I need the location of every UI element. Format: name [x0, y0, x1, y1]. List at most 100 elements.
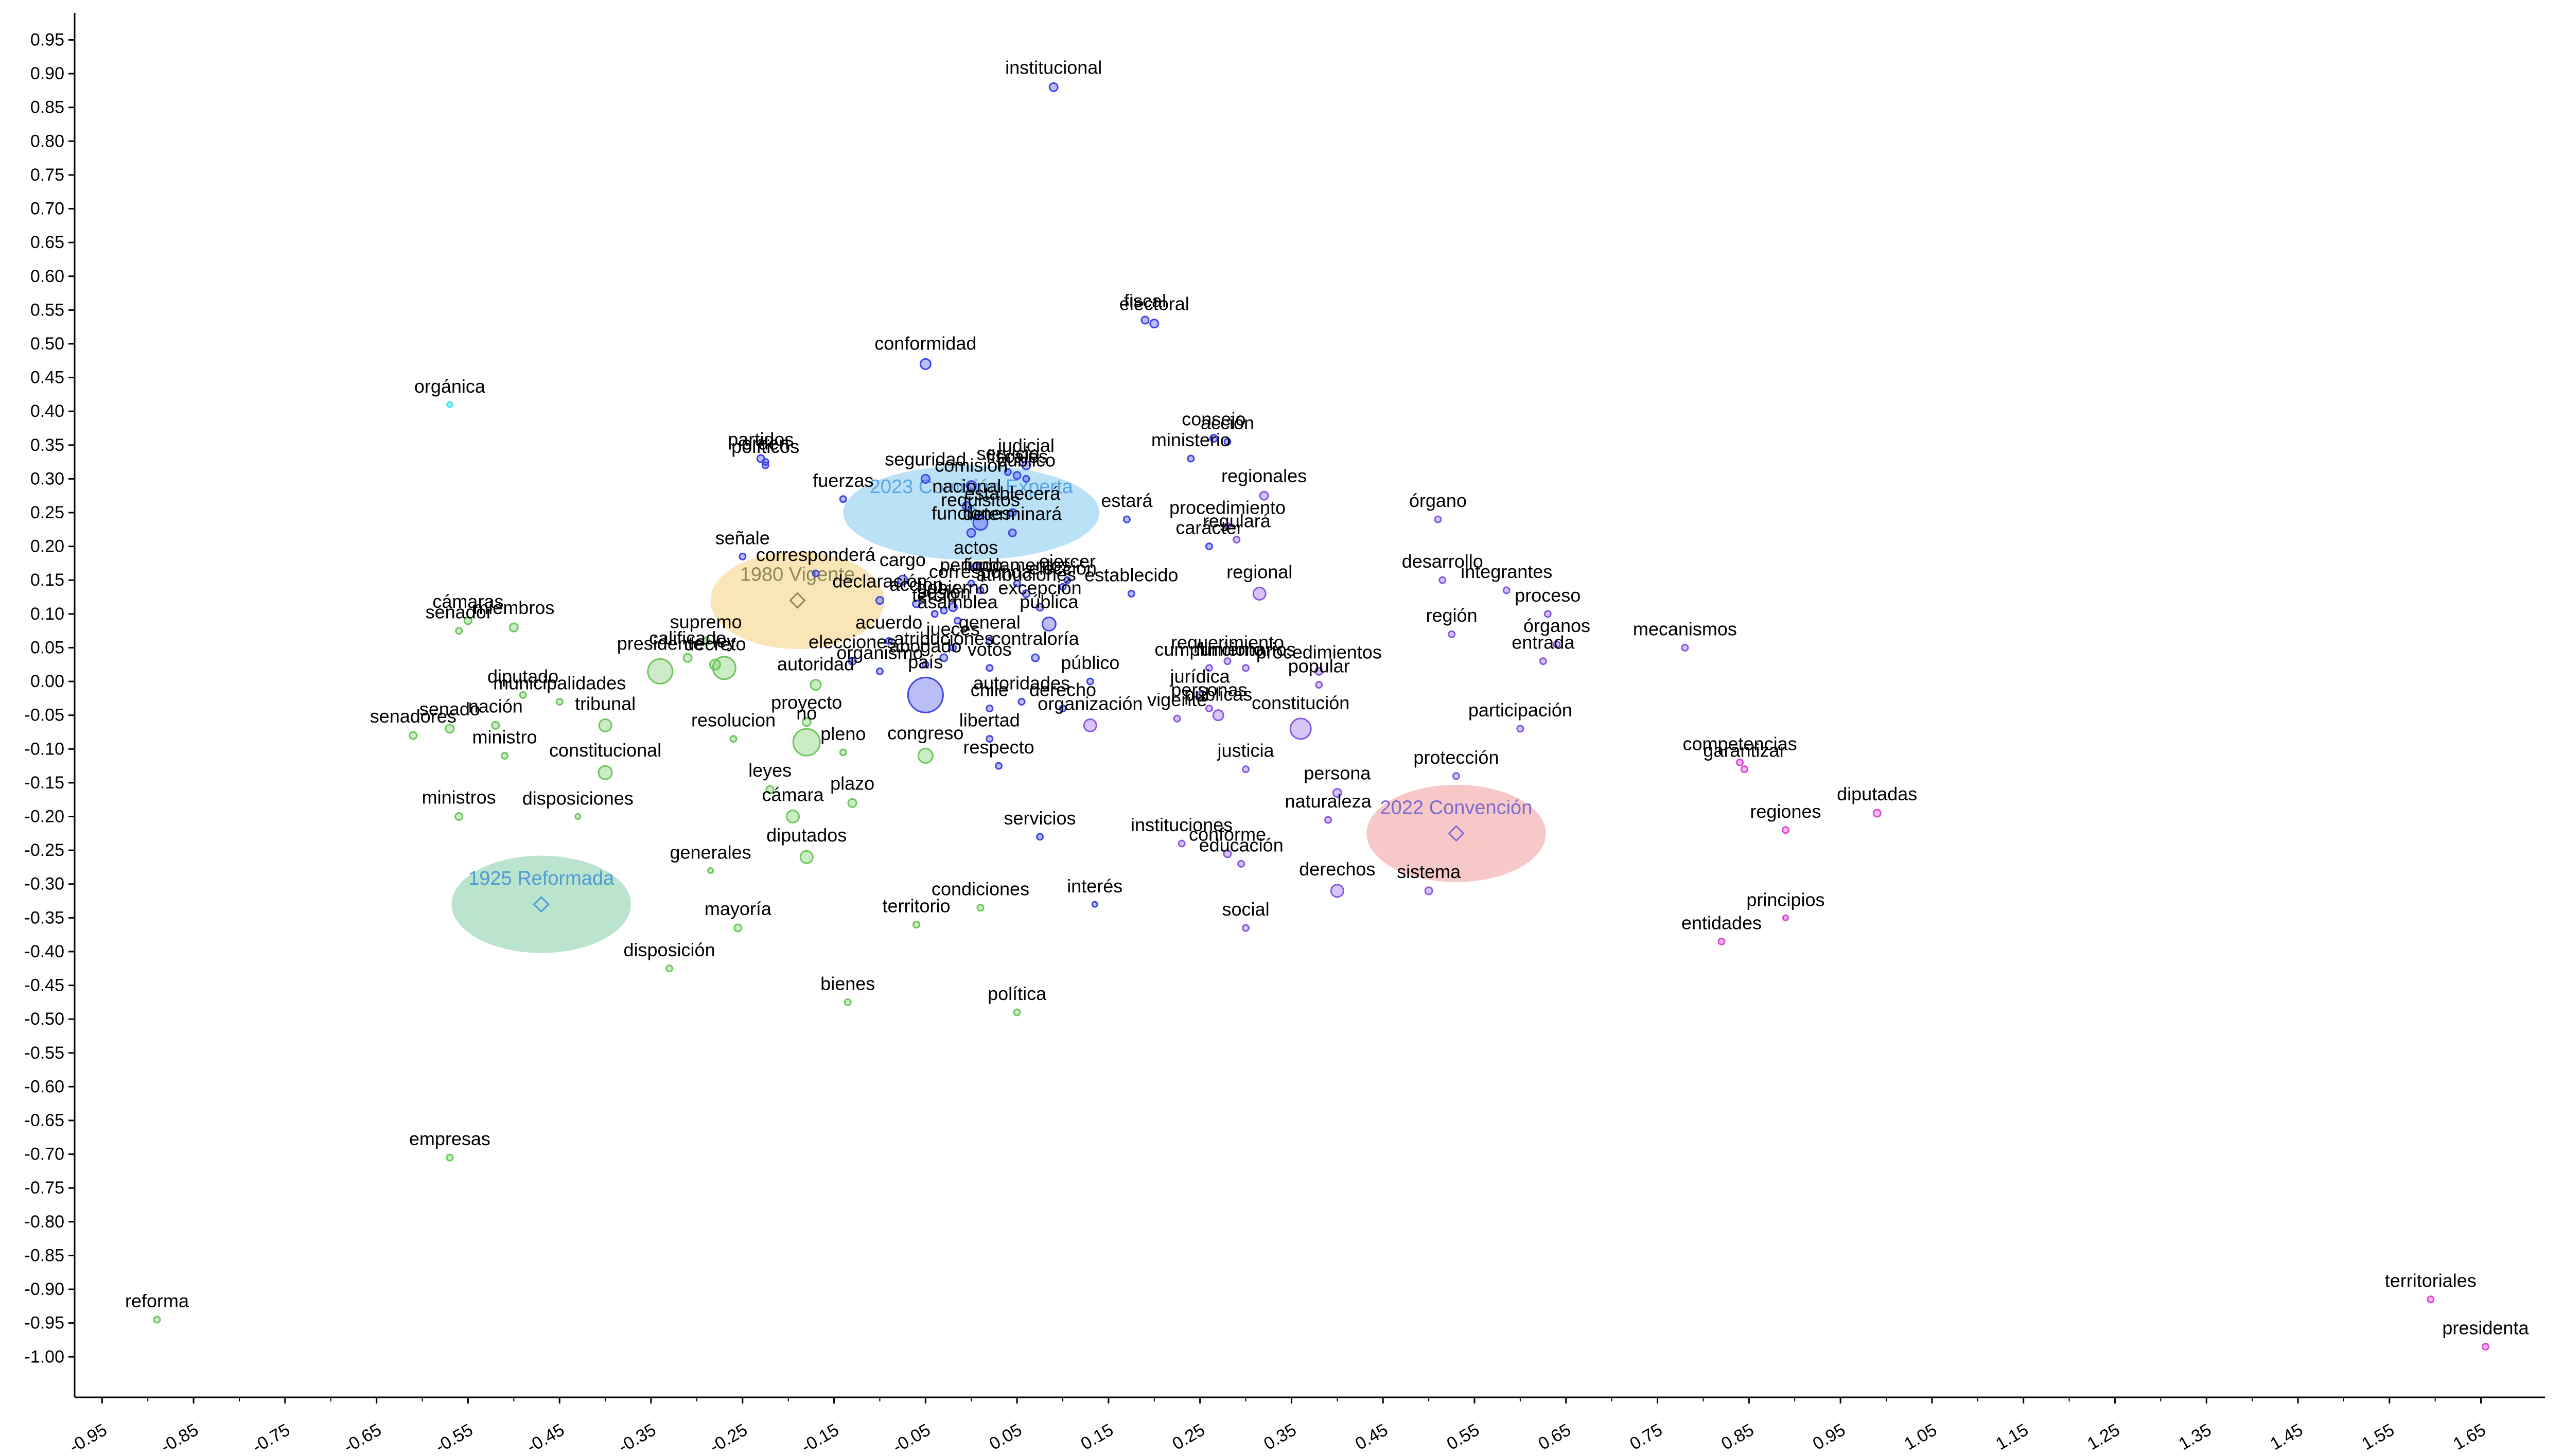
x-tick-label: -0.65: [341, 1420, 385, 1453]
group-centroid-marker: [1448, 825, 1465, 842]
point-label: conforme: [1189, 824, 1266, 845]
data-point: [917, 747, 934, 764]
group-centroid-marker: [533, 896, 550, 913]
data-point: [1781, 826, 1789, 834]
point-label: participación: [1468, 699, 1572, 721]
y-tick-label: -0.10: [25, 739, 65, 759]
point-label: corresponda: [929, 561, 1032, 582]
y-tick-label: -0.05: [25, 706, 65, 725]
group-label: 1925 Reformada: [468, 868, 615, 889]
point-label: nacional: [932, 476, 1001, 497]
point-label: fundamentos: [963, 554, 1070, 575]
data-point: [949, 643, 957, 652]
data-point: [491, 721, 500, 730]
point-label: institucional: [1005, 57, 1102, 78]
point-label: política: [988, 983, 1047, 1004]
x-tick-label: 0.45: [1352, 1420, 1391, 1453]
point-label: señale: [715, 527, 770, 548]
data-point: [995, 762, 1003, 770]
point-label: país: [908, 651, 943, 672]
point-label: declaración: [832, 571, 927, 592]
point-label: actos: [954, 537, 998, 558]
point-label: conformidad: [874, 332, 976, 354]
data-point: [1736, 759, 1744, 767]
point-label: público: [1061, 652, 1119, 673]
data-point: [2427, 1295, 2435, 1304]
x-tick-label: 0.05: [986, 1420, 1025, 1453]
y-tick-label: -0.60: [25, 1077, 65, 1096]
data-point: [839, 495, 847, 503]
point-label: disposiciones: [522, 788, 634, 809]
y-tick-label: -0.90: [25, 1279, 65, 1299]
y-tick-label: 0.65: [30, 233, 64, 252]
data-point: [1315, 681, 1323, 689]
x-tick-label: 1.05: [1901, 1420, 1940, 1453]
data-point: [1059, 583, 1067, 591]
data-point: [1004, 468, 1012, 476]
data-point: [986, 637, 994, 645]
x-tick-label: 0.65: [1535, 1420, 1574, 1453]
point-label: elección: [1029, 557, 1097, 578]
data-point: [1008, 528, 1017, 537]
point-label: condiciones: [932, 879, 1029, 900]
data-point: [812, 569, 820, 577]
y-tick-label: -0.55: [25, 1043, 65, 1063]
data-point: [519, 691, 527, 699]
point-label: senador: [426, 602, 493, 623]
point-label: jueces: [926, 618, 980, 639]
data-point: [1017, 697, 1026, 706]
point-label: instituciones: [1131, 814, 1233, 835]
y-tick-label: 0.20: [30, 537, 64, 556]
point-label: libertad: [959, 710, 1020, 731]
point-label: derecho: [1029, 679, 1096, 700]
point-label: fiscales: [986, 446, 1048, 467]
data-point: [971, 562, 980, 571]
point-label: municipalidades: [493, 672, 626, 693]
point-label: decreto: [684, 633, 746, 654]
point-label: territorio: [883, 895, 951, 916]
point-label: tribunal: [575, 693, 636, 714]
point-label: órganos: [1523, 615, 1590, 636]
data-point: [1036, 833, 1044, 841]
data-point: [1035, 603, 1045, 612]
point-label: principios: [1746, 889, 1824, 910]
data-point: [1013, 580, 1021, 588]
data-point: [1252, 586, 1267, 601]
data-point: [1324, 816, 1332, 824]
x-tick-label: -0.75: [249, 1420, 293, 1453]
data-point: [919, 358, 932, 370]
point-label: órgano: [1409, 490, 1467, 511]
point-label: ley: [712, 630, 736, 652]
point-label: sesión: [917, 581, 971, 602]
y-tick-label: -0.35: [25, 908, 65, 927]
data-point: [1424, 886, 1433, 896]
data-point: [1140, 315, 1150, 325]
x-tick-label: -0.45: [523, 1420, 568, 1453]
data-point: [701, 636, 711, 645]
data-point: [1332, 788, 1342, 798]
group-ellipse: [710, 552, 885, 650]
point-label: cámara: [762, 784, 824, 805]
x-tick-label: -0.55: [432, 1420, 476, 1453]
y-tick-label: 0.05: [30, 638, 64, 657]
data-point: [1242, 765, 1250, 774]
y-tick-label: 0.90: [30, 64, 64, 83]
point-label: social: [1222, 899, 1270, 920]
point-label: fiscal: [1124, 290, 1166, 311]
data-point: [454, 812, 464, 821]
data-point: [682, 653, 693, 663]
data-point: [965, 480, 977, 492]
data-point: [940, 606, 948, 615]
point-label: autoridad: [777, 654, 854, 675]
data-point: [1242, 924, 1250, 932]
point-label: popular: [1288, 656, 1350, 677]
y-tick-label: 0.95: [30, 30, 64, 49]
data-point: [1196, 691, 1204, 699]
data-point: [875, 596, 884, 605]
data-point: [1059, 705, 1067, 713]
data-point: [1205, 664, 1213, 672]
data-point: [1178, 839, 1186, 848]
data-point: [1539, 657, 1547, 665]
point-label: partidos: [728, 429, 794, 450]
point-label: gobierno: [917, 577, 989, 598]
